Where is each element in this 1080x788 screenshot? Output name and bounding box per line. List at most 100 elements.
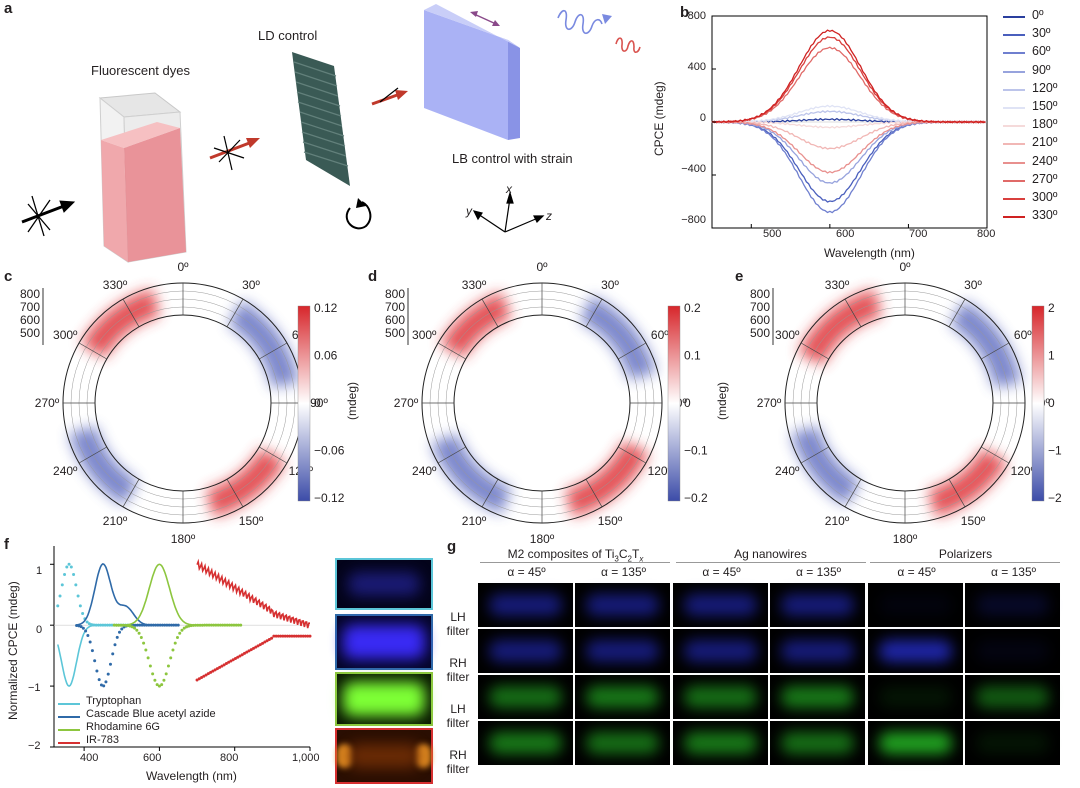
ld-grating-icon <box>292 52 350 186</box>
g-image-cell <box>965 583 1060 627</box>
f-series-dot <box>227 660 231 664</box>
f-series-dot <box>99 683 103 687</box>
f-series-dot <box>308 634 312 638</box>
f-series-dot <box>77 624 81 628</box>
colorbar-tick: −0.1 <box>684 444 708 458</box>
polar-spoke <box>948 479 966 508</box>
f-series-dot <box>240 653 244 657</box>
polar-angle-label: 150º <box>961 514 986 528</box>
f-series-dot <box>173 641 177 645</box>
f-series-dot <box>58 594 62 598</box>
polar-angle-label: 30º <box>964 278 982 292</box>
b-legend-item: 270º <box>1003 172 1078 190</box>
f-series-dot <box>108 662 112 666</box>
f-xlabel: Wavelength (nm) <box>146 769 237 783</box>
f-series-dot <box>198 623 202 627</box>
f-series-dot <box>160 683 164 687</box>
b-legend-item: 0º <box>1003 8 1078 26</box>
f-series-dot <box>67 562 71 566</box>
g-image-cell <box>478 583 573 627</box>
g-image-cell <box>673 583 768 627</box>
f-series-dot <box>247 649 251 653</box>
f-series-dot <box>96 623 100 627</box>
g-image-glow <box>684 594 757 616</box>
f-series-dot <box>92 623 96 627</box>
f-legend-swatch <box>58 703 80 705</box>
g-image-glow <box>586 686 659 708</box>
f-series-dot <box>202 674 206 678</box>
f-series-dot <box>126 624 130 628</box>
b-xtick: 600 <box>836 228 855 240</box>
f-ytick: 0 <box>36 624 43 636</box>
g-image-glow <box>489 686 562 708</box>
f-series-dot <box>220 664 224 668</box>
polar-spoke <box>844 298 862 327</box>
linear-beam-icon <box>371 87 408 106</box>
g-image-cell <box>868 583 963 627</box>
polar-spoke <box>122 298 140 327</box>
panel-b-label: b <box>680 4 690 21</box>
f-series-dot <box>104 680 108 684</box>
g-image-glow <box>586 732 659 754</box>
f-series-dot <box>78 604 82 608</box>
polar-angle-label: 0º <box>899 260 911 274</box>
f-xtick: 1,000 <box>292 752 320 764</box>
polar-spoke <box>259 446 288 464</box>
g-image-cell <box>965 675 1060 719</box>
b-legend-label: 210º <box>1032 135 1058 150</box>
f-series-dot <box>299 634 303 638</box>
polar-signal-region <box>928 448 1008 517</box>
f-series-dot <box>106 672 110 676</box>
g-row-label: LH filter <box>446 610 470 638</box>
f-series-dot <box>115 635 119 639</box>
rhodamine-emission-image <box>335 672 433 726</box>
polar-radial-tick: 800 <box>750 287 770 301</box>
f-series-dot <box>185 625 189 629</box>
polar-spoke <box>481 479 499 508</box>
ir783-emission-image <box>335 728 433 784</box>
f-series-dot <box>75 623 79 627</box>
polar-radial-tick: 700 <box>750 300 770 314</box>
f-series-dot <box>146 656 150 660</box>
polar-angle-label: 60º <box>1014 328 1032 342</box>
f-series-dot <box>124 623 128 627</box>
f-series-dot <box>138 623 142 627</box>
lb-plate-icon <box>424 4 520 140</box>
f-series-dot <box>211 669 215 673</box>
f-series-dot <box>113 643 117 647</box>
b-legend-swatch <box>1003 198 1025 200</box>
g-image-cell <box>965 629 1060 673</box>
polar-signal-region <box>80 289 160 358</box>
polar-angle-label: 210º <box>825 514 850 528</box>
f-series-dot <box>101 623 105 627</box>
b-legend-swatch <box>1003 34 1025 37</box>
f-series-dot <box>85 620 89 624</box>
unpolarized-beam-icon <box>21 195 76 237</box>
g-image-glow <box>781 732 854 754</box>
f-series-dot <box>88 640 92 644</box>
f-series-dot <box>239 623 243 627</box>
f-series-dot <box>121 623 125 627</box>
tryptophan-emission-image <box>335 558 433 610</box>
f-series-dot <box>133 623 137 627</box>
colorbar-tick: 0.2 <box>684 301 701 315</box>
f-series-dot <box>281 634 285 638</box>
f-xtick: 800 <box>220 752 239 764</box>
f-series-dot <box>191 623 195 627</box>
f-series-dot <box>128 624 132 628</box>
b-legend-label: 60º <box>1032 44 1051 59</box>
f-series-dot <box>303 634 307 638</box>
g-row-label: RH filter <box>446 656 470 684</box>
f-series-dot <box>242 651 246 655</box>
f-series-dot <box>120 627 124 631</box>
circular-light-icon <box>557 9 641 54</box>
polar-spoke <box>437 342 466 360</box>
f-series-dot <box>151 672 155 676</box>
f-series-line <box>196 558 310 629</box>
g-image-glow <box>879 732 952 754</box>
f-series-dot <box>140 623 144 627</box>
cuvette-icon <box>98 92 187 263</box>
polar-angle-label: 330º <box>825 278 850 292</box>
b-legend-swatch <box>1003 52 1025 55</box>
